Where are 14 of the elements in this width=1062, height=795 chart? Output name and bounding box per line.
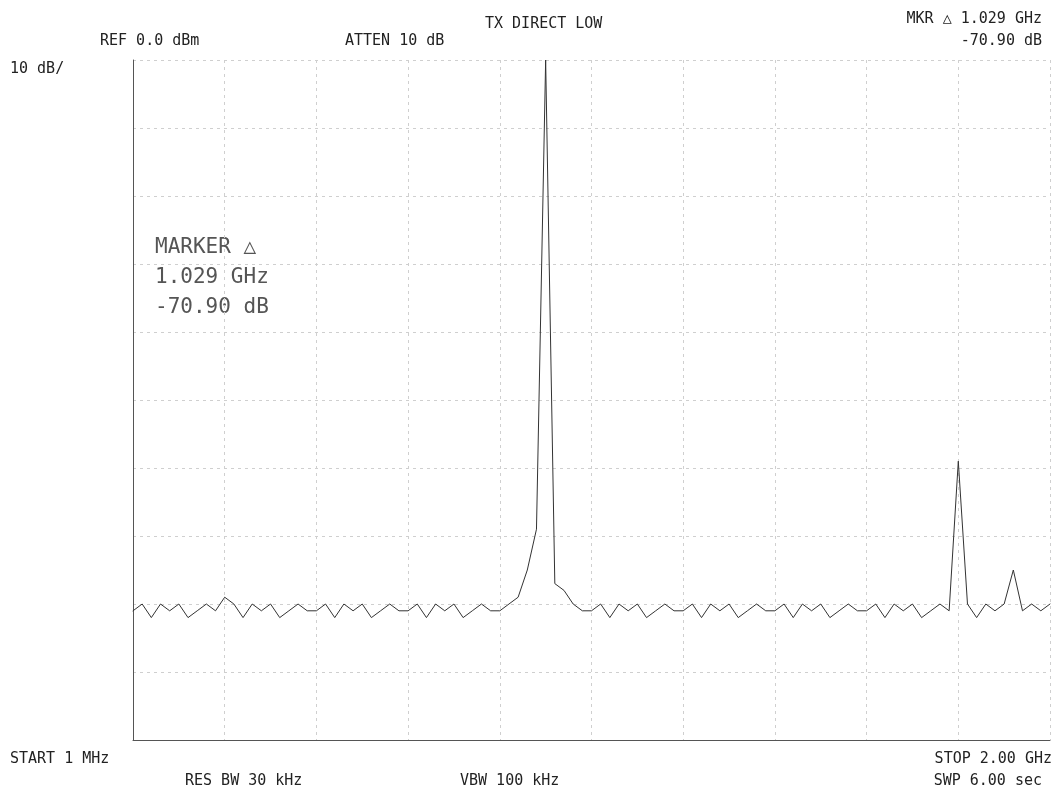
text: MKR △ 1.029 GHz <box>906 8 1043 27</box>
text: SWP 6.00 sec <box>933 770 1043 789</box>
text: -70.90 dB <box>960 30 1042 49</box>
annotation: -70.90 dB <box>155 293 269 318</box>
annotation: 1.029 GHz <box>155 263 269 288</box>
chart-title: TX DIRECT LOW <box>485 13 604 32</box>
text: STOP 2.00 GHz <box>934 748 1053 767</box>
text: REF 0.0 dBm <box>100 30 200 49</box>
text: START 1 MHz <box>10 748 110 767</box>
text: 10 dB/ <box>10 58 65 77</box>
text: RES BW 30 kHz <box>185 770 303 789</box>
annotation: MARKER △ <box>155 233 257 258</box>
text: ATTEN 10 dB <box>345 30 445 49</box>
text: VBW 100 kHz <box>460 770 560 789</box>
